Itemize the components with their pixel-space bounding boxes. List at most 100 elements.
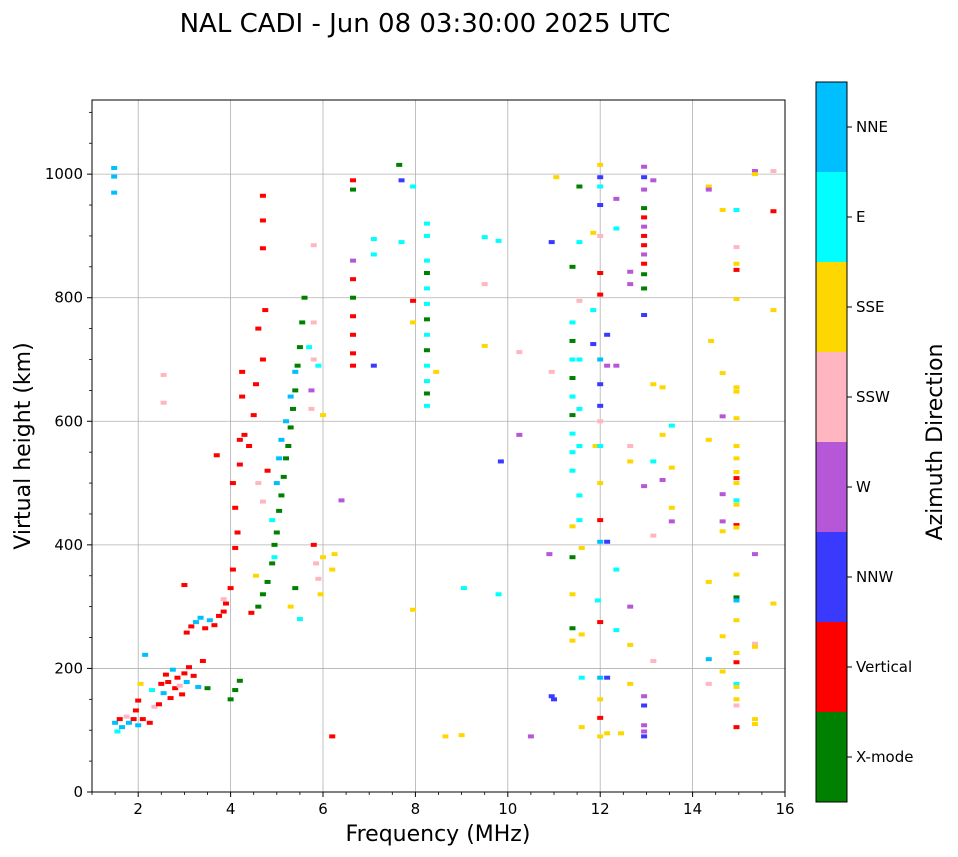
data-point (733, 469, 740, 474)
data-point (733, 525, 740, 530)
data-point (310, 320, 317, 325)
data-point (719, 371, 726, 376)
data-point (597, 444, 604, 448)
data-point (255, 326, 262, 331)
data-point (733, 660, 740, 665)
data-point (627, 282, 634, 287)
data-point (149, 688, 156, 693)
data-point (597, 403, 604, 408)
data-point (516, 350, 523, 355)
data-point (597, 697, 604, 702)
data-point (458, 733, 465, 738)
data-point (650, 459, 657, 464)
data-point (423, 391, 430, 396)
data-point (253, 573, 260, 578)
data-point (627, 642, 634, 647)
data-point (158, 681, 165, 686)
data-point (423, 233, 430, 238)
data-point (139, 717, 146, 722)
data-point (641, 164, 648, 169)
data-point (174, 675, 181, 680)
data-point (278, 493, 285, 498)
data-point (292, 586, 299, 591)
data-point (181, 671, 188, 676)
data-point (641, 261, 648, 266)
data-point (641, 187, 648, 192)
data-point (597, 539, 604, 544)
data-point (269, 561, 276, 566)
data-point (370, 363, 377, 368)
data-point (719, 634, 726, 639)
data-point (299, 320, 306, 325)
data-point (197, 615, 204, 620)
data-point (320, 555, 326, 560)
data-point (751, 717, 758, 722)
data-point (423, 271, 430, 275)
data-point (569, 338, 576, 343)
y-tick-label: 0 (73, 783, 83, 801)
data-point (569, 264, 576, 269)
data-point (641, 723, 648, 728)
data-point (659, 385, 666, 390)
y-axis-label: Virtual height (km) (11, 342, 36, 549)
colorbar-label: SSW (856, 388, 890, 406)
data-point (338, 498, 345, 503)
data-point (206, 618, 213, 623)
data-point (527, 734, 534, 739)
data-point (604, 731, 611, 736)
data-point (220, 597, 227, 602)
data-point (576, 406, 583, 411)
data-point (770, 308, 777, 313)
data-point (546, 552, 553, 557)
data-point (569, 450, 576, 455)
data-point (169, 667, 176, 672)
data-point (641, 215, 648, 220)
data-point (569, 357, 576, 362)
data-point (597, 175, 604, 180)
data-point (155, 702, 162, 707)
data-point (641, 729, 648, 734)
data-point (287, 425, 294, 430)
data-point (770, 601, 777, 606)
data-point (273, 481, 280, 486)
data-point (597, 419, 604, 424)
data-point (410, 184, 417, 189)
data-point (350, 295, 357, 300)
data-point (641, 694, 648, 699)
data-point (659, 432, 666, 437)
data-point (516, 432, 523, 437)
data-point (423, 286, 430, 291)
data-point (308, 406, 315, 411)
data-point (641, 175, 648, 180)
data-point (262, 308, 269, 313)
data-point (578, 545, 585, 550)
data-point (705, 187, 712, 192)
data-point (733, 389, 740, 394)
data-point (613, 567, 620, 572)
data-point (317, 592, 324, 597)
data-point (705, 437, 712, 442)
y-tick-label: 400 (54, 536, 83, 554)
data-point (116, 717, 123, 722)
data-point (329, 567, 336, 572)
data-point (597, 271, 604, 275)
data-point (733, 572, 740, 577)
data-point (597, 734, 604, 739)
data-point (641, 734, 648, 739)
data-point (190, 673, 197, 678)
data-point (569, 592, 576, 597)
data-point (423, 348, 430, 353)
data-point (668, 423, 675, 428)
data-point (236, 462, 243, 467)
data-point (751, 641, 758, 646)
data-point (188, 624, 195, 629)
data-point (398, 240, 405, 245)
data-point (271, 542, 278, 547)
data-point (183, 630, 190, 635)
data-point (751, 552, 758, 557)
data-point (162, 672, 169, 677)
data-point (259, 218, 266, 223)
colorbar-segment (816, 352, 847, 442)
data-point (259, 246, 266, 251)
data-point (495, 238, 502, 243)
